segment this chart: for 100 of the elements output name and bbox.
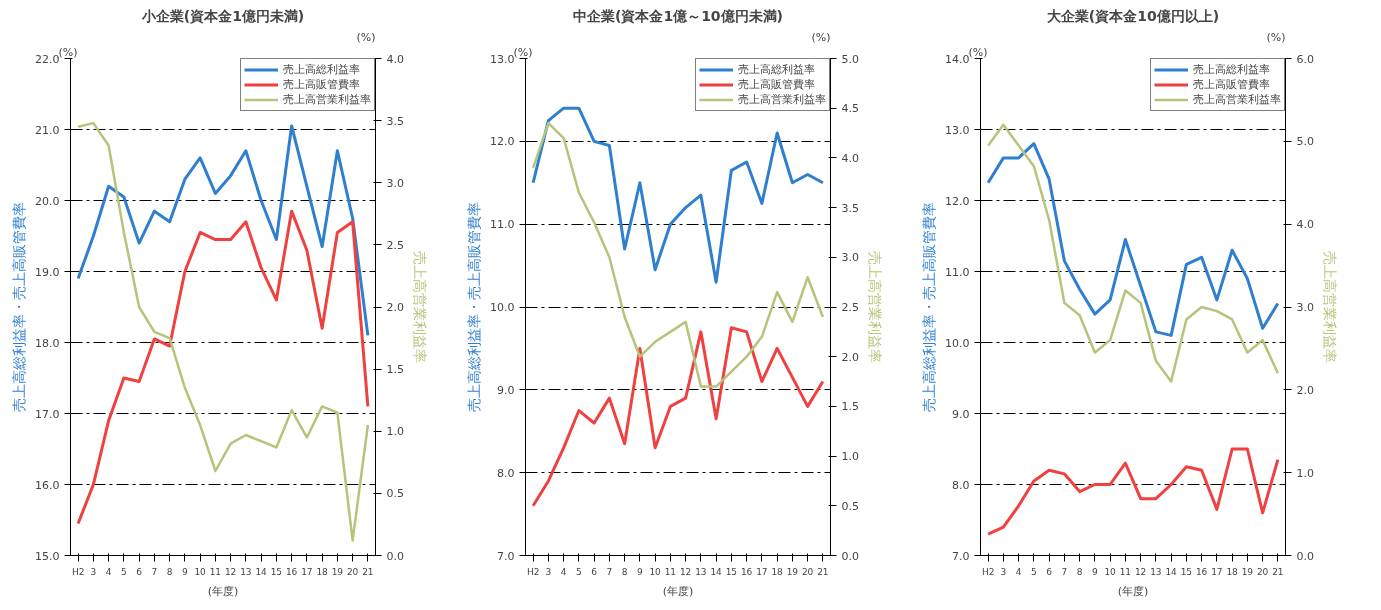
x-tick-label: 13 xyxy=(695,566,707,577)
x-tick-label: 14 xyxy=(710,566,723,577)
x-tick-label: 3 xyxy=(545,566,552,577)
line-series xyxy=(76,209,370,526)
x-tick-label: 19 xyxy=(1241,566,1254,577)
line-series xyxy=(986,447,1280,536)
x-tick-label: 4 xyxy=(560,566,567,577)
x-tick-label: 18 xyxy=(316,566,329,577)
y2-tick-label: 0.0 xyxy=(386,549,404,563)
chart-title: 中企業(資本金1億～10億円未満) xyxy=(572,7,784,24)
y-tick-label: 11.0 xyxy=(945,265,970,279)
x-tick-label: 17 xyxy=(756,566,768,577)
x-tick-label: 10 xyxy=(649,566,662,577)
legend-label: 売上高営業利益率 xyxy=(1193,92,1281,107)
text: (%) xyxy=(811,30,831,44)
y-tick-label: 19.0 xyxy=(35,265,60,279)
x-tick-label: 14 xyxy=(255,566,268,577)
y-tick-label: 12.0 xyxy=(945,194,970,208)
x-tick-label: 20 xyxy=(1256,566,1269,577)
y2-tick-label: 2.0 xyxy=(386,301,404,314)
line-series xyxy=(76,124,370,337)
x-tick-label: 5 xyxy=(121,566,127,577)
x-tick-label: 3 xyxy=(1000,566,1007,577)
y-tick-label: 18.0 xyxy=(35,336,60,350)
y2-axis-title: 売上高営業利益率 xyxy=(866,251,883,363)
x-tick-label: 17 xyxy=(301,566,313,577)
y-tick-label: 10.0 xyxy=(945,336,970,350)
text: (%) xyxy=(513,45,533,59)
x-tick-label: 20 xyxy=(346,566,359,577)
y-tick-label: 16.0 xyxy=(35,478,60,492)
x-tick-label: 13 xyxy=(240,566,252,577)
line-series xyxy=(76,121,370,542)
y2-tick-label: 0.0 xyxy=(1296,549,1314,563)
x-tick-label: 6 xyxy=(591,566,598,577)
x-tick-label: 6 xyxy=(136,566,143,577)
x-axis-title: (年度) xyxy=(207,584,239,598)
x-tick-label: 18 xyxy=(771,566,784,577)
x-tick-label: 4 xyxy=(105,566,112,577)
legend-label: 売上高総利益率 xyxy=(738,62,815,77)
legend-label: 売上高営業利益率 xyxy=(738,92,826,107)
y-tick-label: 7.0 xyxy=(952,549,970,563)
x-axis-title: (年度) xyxy=(1117,584,1149,598)
x-tick-label: 8 xyxy=(1076,566,1083,577)
y2-tick-label: 0.0 xyxy=(841,549,859,563)
y-tick-label: 12.0 xyxy=(490,135,515,149)
y2-tick-label: 6.0 xyxy=(1296,52,1314,66)
annotation: (%) xyxy=(58,45,78,59)
y2-tick-label: 3.0 xyxy=(386,176,404,190)
x-tick-label: 16 xyxy=(285,566,298,577)
x-tick-label: H2 xyxy=(526,566,540,577)
y2-tick-label: 3.0 xyxy=(841,251,859,265)
y2-tick-label: 1.5 xyxy=(386,363,404,377)
x-tick-label: 7 xyxy=(151,566,158,577)
x-tick-label: 18 xyxy=(1226,566,1239,577)
y2-tick-label: 3.5 xyxy=(386,114,404,128)
x-tick-label: 9 xyxy=(637,566,644,577)
chart-title: 小企業(資本金1億円未満) xyxy=(140,7,305,24)
x-tick-label: 9 xyxy=(182,566,189,577)
y2-tick-label: 4.0 xyxy=(386,52,404,66)
y-tick-label: 17.0 xyxy=(35,407,60,421)
legend-label: 売上高販管費率 xyxy=(738,77,815,92)
x-tick-label: 5 xyxy=(576,566,582,577)
y2-tick-label: 1.0 xyxy=(1296,466,1314,480)
y-tick-label: 10.0 xyxy=(490,301,515,314)
x-tick-label: 11 xyxy=(664,566,677,577)
x-tick-label: 15 xyxy=(270,566,283,577)
x-tick-label: 7 xyxy=(1061,566,1068,577)
y2-tick-label: 0.5 xyxy=(841,499,859,513)
y-tick-label: 22.0 xyxy=(35,52,60,66)
x-tick-label: 13 xyxy=(1150,566,1162,577)
y-tick-label: 20.0 xyxy=(35,194,60,208)
x-tick-label: 12 xyxy=(679,566,692,577)
x-tick-label: 11 xyxy=(1119,566,1132,577)
x-tick-label: 9 xyxy=(1092,566,1099,577)
x-tick-label: 21 xyxy=(362,566,374,577)
line-series xyxy=(531,121,825,388)
x-tick-label: 8 xyxy=(166,566,173,577)
x-tick-label: 10 xyxy=(194,566,207,577)
x-tick-label: 5 xyxy=(1031,566,1037,577)
y2-axis-title: 売上高営業利益率 xyxy=(411,251,428,363)
text: (%) xyxy=(356,30,376,44)
x-tick-label: 19 xyxy=(786,566,799,577)
line-series xyxy=(531,326,825,508)
y-tick-label: 21.0 xyxy=(35,123,60,137)
y2-axis-title: 売上高営業利益率 xyxy=(1321,251,1338,363)
y2-tick-label: 5.0 xyxy=(841,52,859,66)
annotation: (%) xyxy=(968,45,988,59)
y-tick-label: 9.0 xyxy=(497,383,515,397)
legend-label: 売上高営業利益率 xyxy=(283,92,371,107)
y-tick-label: 15.0 xyxy=(35,549,60,563)
y2-tick-label: 1.0 xyxy=(841,450,859,464)
legend-label: 売上高販管費率 xyxy=(1193,77,1270,92)
x-tick-label: 12 xyxy=(224,566,237,577)
y2-tick-label: 2.0 xyxy=(841,350,859,364)
x-tick-label: 11 xyxy=(209,566,222,577)
y-tick-label: 13.0 xyxy=(490,52,515,66)
y2-tick-label: 2.5 xyxy=(841,301,859,314)
y2-tick-label: 5.0 xyxy=(1296,135,1314,149)
x-tick-label: 15 xyxy=(1180,566,1193,577)
x-tick-label: 16 xyxy=(740,566,753,577)
